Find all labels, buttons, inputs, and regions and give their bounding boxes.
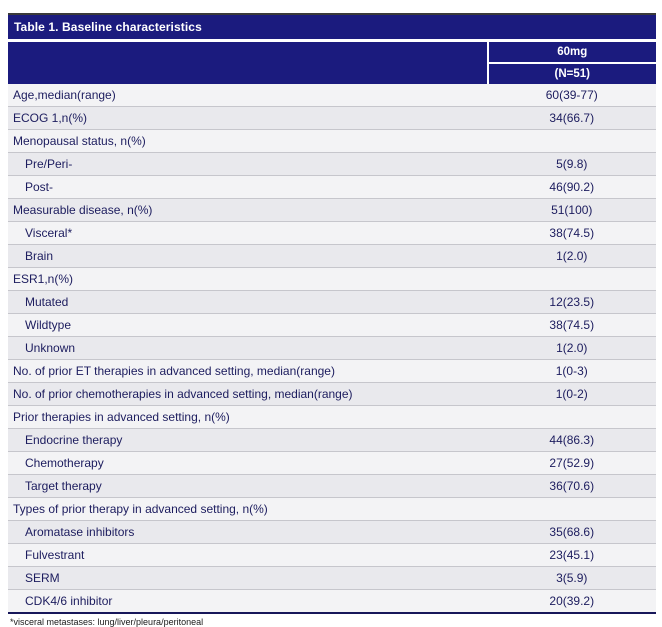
- table-row: Age,median(range) 60(39-77): [8, 84, 656, 107]
- row-label: Age,median(range): [8, 84, 488, 107]
- table-row: Unknown 1(2.0): [8, 336, 656, 360]
- table-row: No. of prior chemotherapies in advanced …: [8, 382, 656, 406]
- table-row: Target therapy 36(70.6): [8, 474, 656, 498]
- baseline-characteristics-table: 60mg (N=51) Age,median(range) 60(39-77) EC…: [8, 42, 656, 614]
- row-label: Prior therapies in advanced setting, n(%…: [8, 405, 488, 429]
- table-row: Mutated 12(23.5): [8, 290, 656, 314]
- row-label: Brain: [8, 244, 488, 268]
- table-row: Wildtype 38(74.5): [8, 313, 656, 337]
- row-value: 38(74.5): [487, 313, 656, 337]
- row-label: Unknown: [8, 336, 488, 360]
- row-value: 5(9.8): [487, 152, 656, 176]
- row-label: Pre/Peri-: [8, 152, 488, 176]
- row-label: Fulvestrant: [8, 543, 488, 567]
- table-row: ECOG 1,n(%) 34(66.7): [8, 106, 656, 130]
- row-value: [487, 405, 656, 429]
- row-value: 51(100): [487, 198, 656, 222]
- row-value: 1(0-2): [487, 382, 656, 406]
- table-row: CDK4/6 inhibitor 20(39.2): [8, 589, 656, 614]
- column-header-dose: 60mg: [487, 42, 656, 64]
- row-value: 60(39-77): [487, 84, 656, 107]
- row-label: Visceral*: [8, 221, 488, 245]
- row-value: 1(2.0): [487, 244, 656, 268]
- row-value: [487, 267, 656, 291]
- row-value: 20(39.2): [487, 589, 656, 614]
- table-footnote: *visceral metastases: lung/liver/pleura/…: [10, 617, 204, 627]
- table-row: Types of prior therapy in advanced setti…: [8, 497, 656, 521]
- table-row: Aromatase inhibitors 35(68.6): [8, 520, 656, 544]
- row-value: 3(5.9): [487, 566, 656, 590]
- row-label: Target therapy: [8, 474, 488, 498]
- row-value: 12(23.5): [487, 290, 656, 314]
- column-header-n: (N=51): [487, 63, 656, 84]
- table-title: Table 1. Baseline characteristics: [8, 13, 656, 39]
- row-value: 27(52.9): [487, 451, 656, 475]
- row-label: Types of prior therapy in advanced setti…: [8, 497, 488, 521]
- row-value: 23(45.1): [487, 543, 656, 567]
- table-row: Endocrine therapy 44(86.3): [8, 428, 656, 452]
- row-value: [487, 129, 656, 153]
- table-row: ESR1,n(%): [8, 267, 656, 291]
- table-figure: Table 1. Baseline characteristics 60mg (…: [8, 13, 656, 627]
- table-body: Age,median(range) 60(39-77) ECOG 1,n(%) 34(…: [8, 84, 656, 614]
- row-value: 46(90.2): [487, 175, 656, 199]
- row-label: Aromatase inhibitors: [8, 520, 488, 544]
- table-row: Post- 46(90.2): [8, 175, 656, 199]
- row-value: 38(74.5): [487, 221, 656, 245]
- table-row: SERM 3(5.9): [8, 566, 656, 590]
- table-row: Prior therapies in advanced setting, n(%…: [8, 405, 656, 429]
- row-label: No. of prior ET therapies in advanced se…: [8, 359, 488, 383]
- row-label: SERM: [8, 566, 488, 590]
- table-row: Chemotherapy 27(52.9): [8, 451, 656, 475]
- table-row: Visceral* 38(74.5): [8, 221, 656, 245]
- row-label: ECOG 1,n(%): [8, 106, 488, 130]
- row-value: 36(70.6): [487, 474, 656, 498]
- table-row: Menopausal status, n(%): [8, 129, 656, 153]
- table-row: Pre/Peri- 5(9.8): [8, 152, 656, 176]
- table-row: No. of prior ET therapies in advanced se…: [8, 359, 656, 383]
- row-label: Endocrine therapy: [8, 428, 488, 452]
- row-label: No. of prior chemotherapies in advanced …: [8, 382, 488, 406]
- header-corner-cell: [8, 42, 489, 84]
- row-label: Post-: [8, 175, 488, 199]
- row-value: 44(86.3): [487, 428, 656, 452]
- row-value: 1(2.0): [487, 336, 656, 360]
- row-value: 1(0-3): [487, 359, 656, 383]
- row-label: Menopausal status, n(%): [8, 129, 488, 153]
- row-label: Measurable disease, n(%): [8, 198, 488, 222]
- table-header: 60mg (N=51): [8, 42, 656, 84]
- row-label: ESR1,n(%): [8, 267, 488, 291]
- row-value: 34(66.7): [487, 106, 656, 130]
- table-row: Measurable disease, n(%) 51(100): [8, 198, 656, 222]
- row-label: Mutated: [8, 290, 488, 314]
- table-row: Brain 1(2.0): [8, 244, 656, 268]
- row-value: 35(68.6): [487, 520, 656, 544]
- row-value: [487, 497, 656, 521]
- row-label: Wildtype: [8, 313, 488, 337]
- row-label: Chemotherapy: [8, 451, 488, 475]
- row-label: CDK4/6 inhibitor: [8, 589, 488, 614]
- table-row: Fulvestrant 23(45.1): [8, 543, 656, 567]
